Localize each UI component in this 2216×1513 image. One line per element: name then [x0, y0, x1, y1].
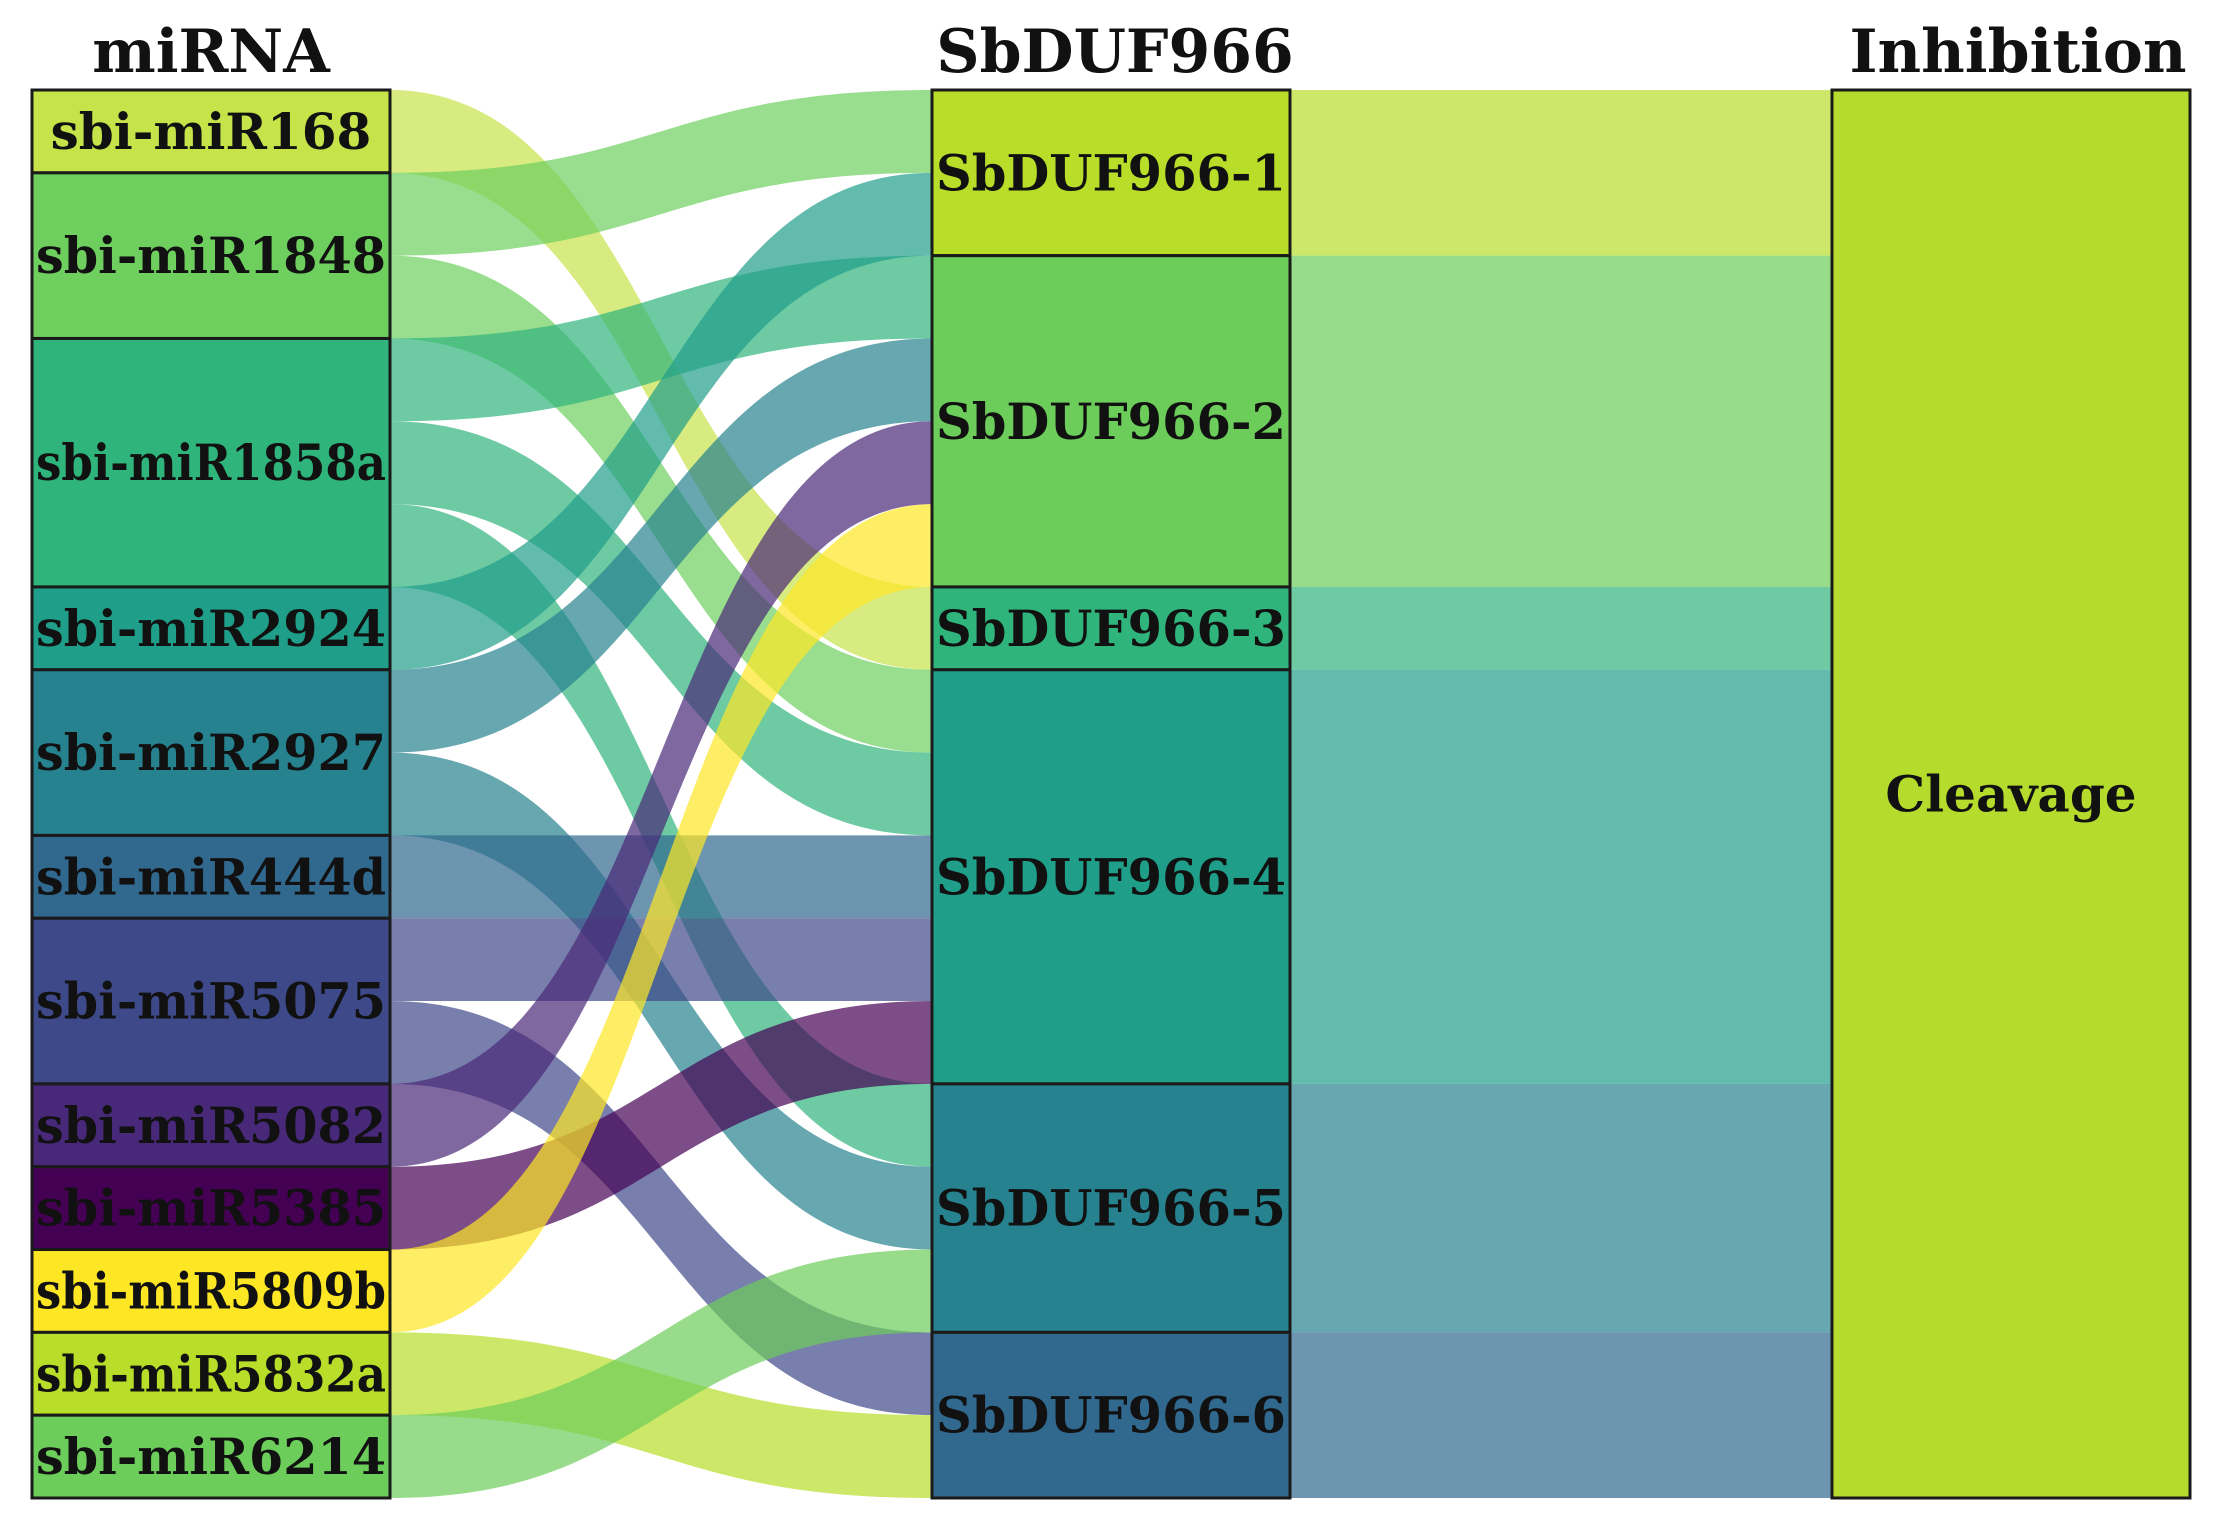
link-sbi-mir2927-to-sbduf966-2 [390, 338, 932, 753]
mirna-node-sbi-mir1858a [30, 336, 392, 589]
link-sbi-mir1858a-to-sbduf966-4 [390, 421, 932, 836]
gene-column-header: SbDUF966 [936, 17, 1293, 87]
mirna-node-sbi-mir6214-label: sbi-miR6214 [36, 1427, 386, 1486]
mirna-node-sbi-mir444d-label: sbi-miR444d [36, 847, 386, 906]
mirna-node-sbi-mir1848-label: sbi-miR1848 [36, 226, 386, 285]
mirna-node-sbi-mir168 [30, 88, 392, 175]
link-sbduf966-2-to-cleavage [1290, 255, 1832, 587]
gene-node-sbduf966-3-label: SbDUF966-3 [936, 599, 1286, 658]
mirna-node-sbi-mir2924 [30, 585, 392, 672]
gene-node-sbduf966-1 [930, 88, 1292, 258]
gene-node-sbduf966-5 [930, 1082, 1292, 1334]
gene-node-sbduf966-2-label: SbDUF966-2 [936, 392, 1286, 451]
link-sbi-mir5832a-to-sbduf966-6 [390, 1332, 932, 1498]
mirna-node-sbi-mir1858a-label: sbi-miR1858a [36, 433, 386, 492]
mirna-node-sbi-mir6214 [30, 1413, 392, 1500]
mirna-node-sbi-mir444d [30, 833, 392, 920]
gene-node-sbduf966-1-label: SbDUF966-1 [936, 143, 1286, 202]
mirna-node-sbi-mir5385-label: sbi-miR5385 [36, 1179, 386, 1238]
mirna-column-header: miRNA [92, 17, 331, 87]
mirna-node-sbi-mir5075 [30, 916, 392, 1086]
link-sbi-mir5082-to-sbduf966-2 [390, 421, 932, 1167]
link-sbi-mir2924-to-sbduf966-1 [390, 172, 932, 670]
link-sbi-mir6214-to-sbduf966-5 [390, 1249, 932, 1498]
links-layer [390, 90, 1832, 1498]
mirna-node-sbi-mir1848 [30, 171, 392, 340]
mirna-node-sbi-mir5082-label: sbi-miR5082 [36, 1096, 386, 1155]
mirna-node-sbi-mir5075-label: sbi-miR5075 [36, 972, 386, 1031]
link-sbduf966-3-to-cleavage [1290, 586, 1832, 670]
mirna-node-sbi-mir5385 [30, 1165, 392, 1252]
link-sbduf966-1-to-cleavage [1290, 90, 1832, 256]
gene-node-sbduf966-6-label: SbDUF966-6 [936, 1386, 1286, 1445]
gene-node-sbduf966-4-label: SbDUF966-4 [936, 847, 1286, 906]
inhibition-node-cleavage [1830, 88, 2192, 1500]
mirna-node-sbi-mir2924-label: sbi-miR2924 [36, 599, 386, 658]
link-sbduf966-6-to-cleavage [1290, 1332, 1832, 1498]
mirna-node-sbi-mir2927-label: sbi-miR2927 [36, 723, 386, 782]
gene-node-sbduf966-3 [930, 585, 1292, 672]
inhibition-node-cleavage-label: Cleavage [1885, 765, 2136, 824]
mirna-node-sbi-mir5832a-label: sbi-miR5832a [36, 1344, 386, 1403]
mirna-node-sbi-mir5809b [30, 1248, 392, 1334]
gene-node-sbduf966-5-label: SbDUF966-5 [936, 1179, 1286, 1238]
gene-node-sbduf966-2 [930, 254, 1292, 589]
link-sbi-mir444d-to-sbduf966-4 [390, 835, 932, 919]
link-sbi-mir1848-to-sbduf966-1 [390, 90, 932, 256]
link-sbduf966-5-to-cleavage [1290, 1083, 1832, 1333]
link-sbduf966-4-to-cleavage [1290, 669, 1832, 1084]
gene-node-sbduf966-6 [930, 1330, 1292, 1500]
mirna-node-sbi-mir5832a [30, 1330, 392, 1417]
mirna-node-sbi-mir2927 [30, 668, 392, 837]
mirna-node-sbi-mir5809b-label: sbi-miR5809b [36, 1261, 386, 1320]
mirna-node-sbi-mir168-label: sbi-miR168 [51, 102, 372, 161]
link-sbi-mir5809b-to-sbduf966-2 [390, 504, 932, 1333]
nodes-layer: sbi-miR168 sbi-miR1848 sbi-miR1858a sbi-miR… [30, 88, 2192, 1500]
link-sbi-mir5075-to-sbduf966-4 [390, 918, 932, 1002]
inhibition-column-header: Inhibition [1849, 17, 2186, 87]
